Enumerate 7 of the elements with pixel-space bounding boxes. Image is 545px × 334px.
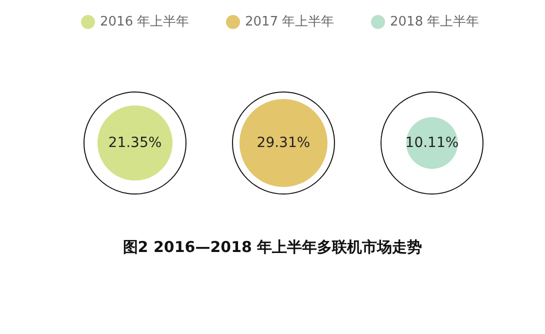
text: 图2 2016—2018 年上半年多联机市场走势: [122, 238, 422, 256]
category-label: 2017 年上半年: [245, 14, 334, 30]
data-label: 21.35%: [108, 135, 162, 151]
data-label: 29.31%: [256, 135, 310, 151]
category-label: 2016 年上半年: [100, 14, 190, 30]
data-label: 10.11%: [405, 135, 459, 151]
category-label: 2018 年上半年: [390, 14, 480, 30]
